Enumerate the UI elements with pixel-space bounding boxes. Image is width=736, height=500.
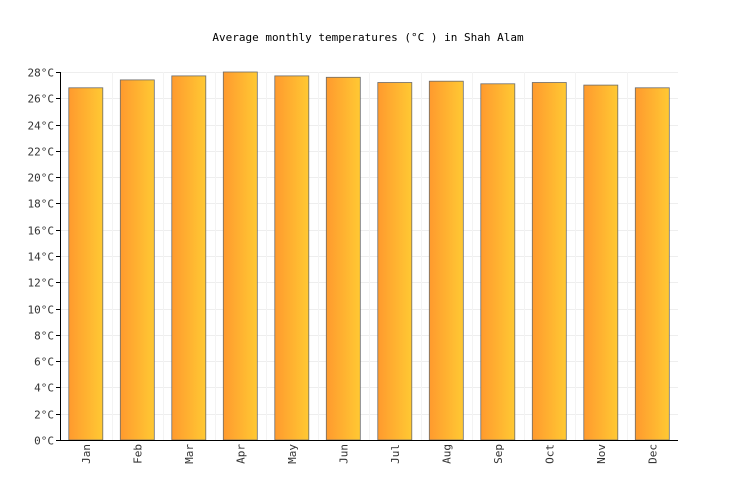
y-tick-label: 18°C bbox=[28, 198, 55, 211]
y-tick-label: 10°C bbox=[28, 304, 55, 317]
x-axis-ticks: Jan Feb Mar Apr May Jun Jul Aug Sep Oct Nov Dec bbox=[80, 444, 660, 464]
y-tick-label: 16°C bbox=[28, 225, 55, 238]
grid-lines bbox=[60, 72, 678, 441]
x-tick-label: Jun bbox=[337, 444, 350, 464]
bar-feb bbox=[119, 79, 155, 441]
y-axis-ticks: 0°C 2°C 4°C 6°C 8°C 10°C 12°C 14°C 16°C 18°C 20°C 2… bbox=[28, 67, 60, 448]
x-tick-label: Mar bbox=[183, 444, 196, 464]
x-tick-label: Aug bbox=[440, 444, 453, 464]
chart-title: Average monthly temperatures (°C ) in Sh… bbox=[212, 31, 524, 44]
y-tick-label: 26°C bbox=[28, 93, 55, 106]
bar-dec bbox=[634, 87, 670, 441]
bars bbox=[68, 71, 670, 441]
x-tick-label: Apr bbox=[234, 444, 247, 464]
x-tick-label: Jul bbox=[389, 444, 402, 464]
bar-may bbox=[274, 75, 310, 441]
y-tick-label: 4°C bbox=[34, 382, 54, 395]
bar-oct bbox=[531, 82, 567, 441]
bar-apr bbox=[222, 71, 258, 441]
y-tick-label: 24°C bbox=[28, 120, 55, 133]
y-tick-label: 14°C bbox=[28, 251, 55, 264]
x-tick-label: May bbox=[286, 444, 299, 464]
x-tick-label: Sep bbox=[492, 444, 505, 464]
bar-jul bbox=[377, 82, 413, 441]
x-tick-label: Feb bbox=[131, 444, 144, 464]
y-tick-label: 28°C bbox=[28, 67, 55, 80]
y-tick-label: 2°C bbox=[34, 409, 54, 422]
bar-nov bbox=[583, 84, 619, 441]
y-tick-label: 20°C bbox=[28, 172, 55, 185]
y-tick-label: 8°C bbox=[34, 330, 54, 343]
x-tick-label: Nov bbox=[595, 444, 608, 464]
y-tick-label: 0°C bbox=[34, 435, 54, 448]
bar-jun bbox=[325, 76, 361, 441]
bar-jan bbox=[68, 87, 104, 441]
bar-aug bbox=[428, 80, 464, 441]
bar-mar bbox=[171, 75, 207, 441]
y-tick-label: 22°C bbox=[28, 146, 55, 159]
x-tick-label: Jan bbox=[80, 444, 93, 464]
y-tick-label: 12°C bbox=[28, 277, 55, 290]
bar-sep bbox=[480, 83, 516, 441]
y-tick-label: 6°C bbox=[34, 356, 54, 369]
x-tick-label: Dec bbox=[646, 444, 659, 464]
x-tick-label: Oct bbox=[543, 444, 556, 464]
